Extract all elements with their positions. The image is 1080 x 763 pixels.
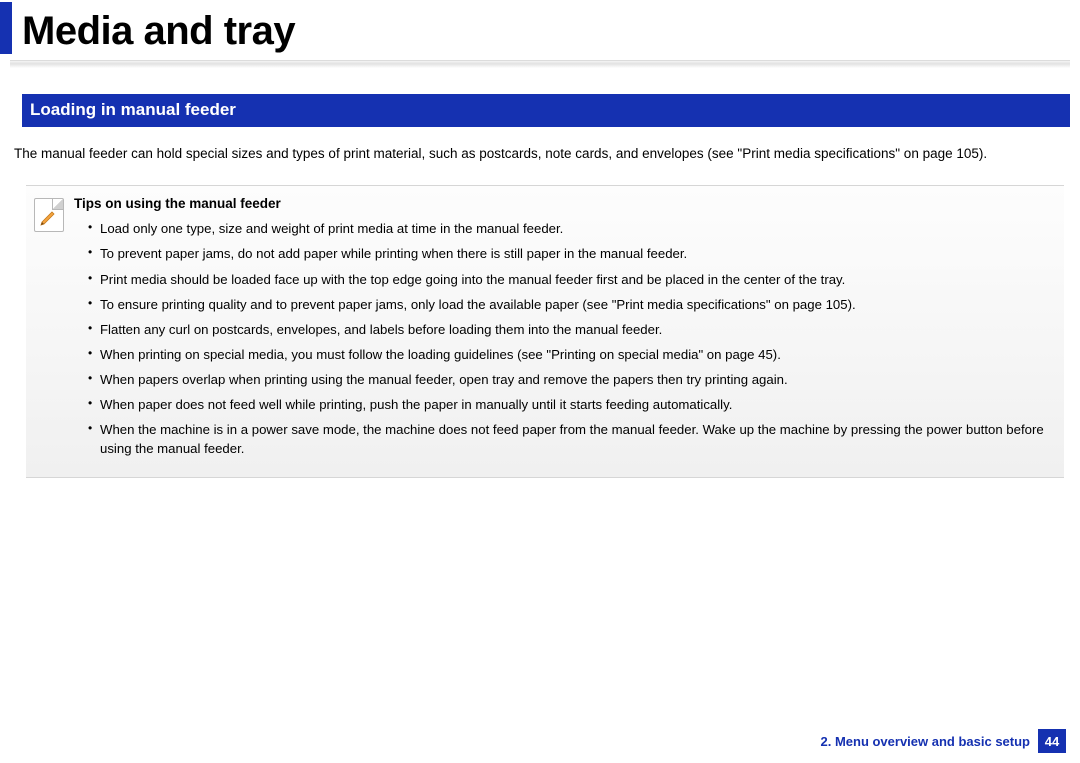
list-item: When paper does not feed well while prin…: [88, 395, 1052, 414]
title-divider: [10, 60, 1070, 68]
tips-list: Load only one type, size and weight of p…: [74, 219, 1052, 458]
accent-bar: [0, 2, 12, 54]
footer: 2. Menu overview and basic setup 44: [820, 729, 1066, 753]
section-header: Loading in manual feeder: [22, 94, 1070, 127]
list-item: Flatten any curl on postcards, envelopes…: [88, 320, 1052, 339]
tips-title: Tips on using the manual feeder: [74, 196, 1052, 211]
list-item: When papers overlap when printing using …: [88, 370, 1052, 389]
list-item: Load only one type, size and weight of p…: [88, 219, 1052, 238]
intro-paragraph: The manual feeder can hold special sizes…: [14, 145, 1066, 163]
page-title: Media and tray: [22, 5, 295, 54]
list-item: When the machine is in a power save mode…: [88, 420, 1052, 458]
footer-chapter: 2. Menu overview and basic setup: [820, 734, 1030, 749]
list-item: To ensure printing quality and to preven…: [88, 295, 1052, 314]
list-item: When printing on special media, you must…: [88, 345, 1052, 364]
title-bar: Media and tray: [0, 0, 1080, 54]
list-item: Print media should be loaded face up wit…: [88, 270, 1052, 289]
list-item: To prevent paper jams, do not add paper …: [88, 244, 1052, 263]
note-icon: [34, 198, 64, 232]
tips-box: Tips on using the manual feeder Load onl…: [26, 185, 1064, 477]
footer-page-number: 44: [1038, 729, 1066, 753]
